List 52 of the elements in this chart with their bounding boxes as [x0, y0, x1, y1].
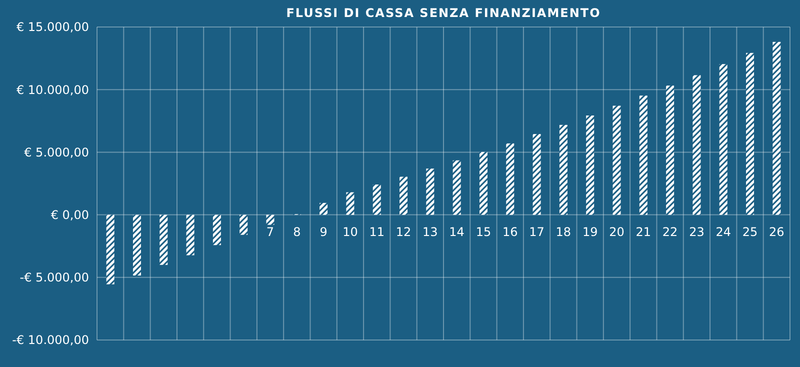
x-tick-label: 25	[742, 224, 758, 239]
x-tick-label: 11	[369, 224, 385, 239]
bar	[240, 214, 248, 235]
x-tick-label: 15	[476, 224, 492, 239]
bar	[160, 214, 168, 265]
bar	[719, 64, 728, 215]
bar	[639, 96, 648, 215]
bar	[212, 214, 221, 246]
bar	[400, 176, 408, 215]
x-tick-label: 7	[266, 224, 274, 239]
bar	[506, 143, 514, 215]
x-tick-label: 14	[449, 224, 464, 239]
y-tick-label: -€ 10.000,00	[12, 333, 89, 348]
x-tick-label: 20	[609, 224, 624, 239]
bar	[746, 52, 754, 215]
x-tick-label: 10	[342, 224, 358, 239]
x-tick-label: 21	[636, 224, 652, 239]
x-tick-label: 16	[502, 224, 518, 239]
bar	[532, 134, 541, 215]
bar	[452, 160, 461, 215]
y-tick-label: € 15.000,00	[16, 20, 89, 34]
bar	[559, 124, 568, 215]
bar	[612, 106, 621, 215]
bar	[266, 214, 274, 225]
y-tick-label: -€ 5.000,00	[20, 270, 89, 285]
bar	[666, 86, 674, 215]
x-tick-label: 23	[689, 224, 704, 239]
x-tick-label: 22	[662, 224, 678, 239]
x-tick-label: 12	[396, 224, 412, 239]
y-tick-label: € 10.000,00	[16, 82, 89, 97]
bar	[186, 214, 194, 256]
x-tick-label: 9	[320, 224, 328, 239]
x-tick-label: 19	[582, 224, 598, 239]
x-tick-label: 8	[293, 224, 301, 239]
bar	[372, 184, 381, 215]
bar	[346, 192, 354, 215]
y-tick-label: € 0,00	[50, 208, 89, 222]
x-tick-label: 13	[422, 224, 438, 239]
x-tick-label: 26	[769, 224, 784, 239]
bar	[586, 116, 594, 215]
x-tick-label: 17	[529, 224, 544, 239]
bar	[106, 214, 114, 284]
bar	[320, 202, 328, 215]
bar	[426, 168, 434, 215]
bar	[479, 152, 488, 215]
bar	[132, 214, 141, 276]
bar	[772, 42, 781, 215]
x-tick-label: 18	[556, 224, 572, 239]
x-tick-label: 24	[716, 224, 732, 239]
chart-title: FLUSSI DI CASSA SENZA FINANZIAMENTO	[286, 6, 601, 20]
y-tick-label: € 5.000,00	[24, 145, 89, 160]
bar	[692, 75, 701, 215]
